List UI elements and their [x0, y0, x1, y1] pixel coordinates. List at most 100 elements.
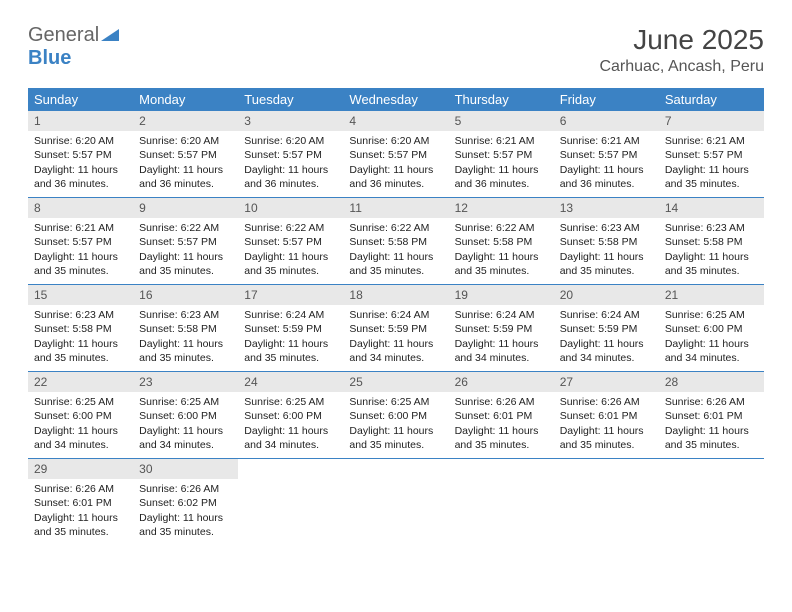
- sunset-line: Sunset: 5:58 PM: [560, 235, 653, 249]
- day-body: Sunrise: 6:21 AMSunset: 5:57 PMDaylight:…: [659, 131, 764, 197]
- sunrise-line: Sunrise: 6:25 AM: [34, 395, 127, 409]
- week-row: 15Sunrise: 6:23 AMSunset: 5:58 PMDayligh…: [28, 284, 764, 371]
- day-cell: 7Sunrise: 6:21 AMSunset: 5:57 PMDaylight…: [659, 111, 764, 197]
- sunrise-line: Sunrise: 6:22 AM: [139, 221, 232, 235]
- daylight-line: Daylight: 11 hours and 36 minutes.: [139, 163, 232, 191]
- sunrise-line: Sunrise: 6:22 AM: [349, 221, 442, 235]
- day-body: Sunrise: 6:25 AMSunset: 6:00 PMDaylight:…: [28, 392, 133, 458]
- sunset-line: Sunset: 6:00 PM: [244, 409, 337, 423]
- sunrise-line: Sunrise: 6:22 AM: [244, 221, 337, 235]
- day-cell: 1Sunrise: 6:20 AMSunset: 5:57 PMDaylight…: [28, 111, 133, 197]
- day-cell: 11Sunrise: 6:22 AMSunset: 5:58 PMDayligh…: [343, 198, 448, 284]
- day-cell: 5Sunrise: 6:21 AMSunset: 5:57 PMDaylight…: [449, 111, 554, 197]
- sunset-line: Sunset: 6:00 PM: [349, 409, 442, 423]
- day-cell: 18Sunrise: 6:24 AMSunset: 5:59 PMDayligh…: [343, 285, 448, 371]
- sunrise-line: Sunrise: 6:21 AM: [665, 134, 758, 148]
- day-body: Sunrise: 6:24 AMSunset: 5:59 PMDaylight:…: [238, 305, 343, 371]
- day-cell: 12Sunrise: 6:22 AMSunset: 5:58 PMDayligh…: [449, 198, 554, 284]
- sunset-line: Sunset: 5:58 PM: [455, 235, 548, 249]
- day-number: 14: [659, 198, 764, 218]
- calendar: SundayMondayTuesdayWednesdayThursdayFrid…: [28, 88, 764, 545]
- day-number: 24: [238, 372, 343, 392]
- sunrise-line: Sunrise: 6:23 AM: [665, 221, 758, 235]
- sunrise-line: Sunrise: 6:23 AM: [34, 308, 127, 322]
- header: General Blue June 2025 Carhuac, Ancash, …: [28, 24, 764, 76]
- sunset-line: Sunset: 5:57 PM: [455, 148, 548, 162]
- day-body: Sunrise: 6:21 AMSunset: 5:57 PMDaylight:…: [449, 131, 554, 197]
- sunset-line: Sunset: 5:58 PM: [139, 322, 232, 336]
- sunrise-line: Sunrise: 6:25 AM: [244, 395, 337, 409]
- day-number: 2: [133, 111, 238, 131]
- daylight-line: Daylight: 11 hours and 34 minutes.: [455, 337, 548, 365]
- daylight-line: Daylight: 11 hours and 35 minutes.: [34, 337, 127, 365]
- day-body: Sunrise: 6:24 AMSunset: 5:59 PMDaylight:…: [343, 305, 448, 371]
- day-number: 16: [133, 285, 238, 305]
- daylight-line: Daylight: 11 hours and 35 minutes.: [139, 250, 232, 278]
- sunset-line: Sunset: 5:57 PM: [244, 148, 337, 162]
- sunrise-line: Sunrise: 6:24 AM: [560, 308, 653, 322]
- day-body: Sunrise: 6:20 AMSunset: 5:57 PMDaylight:…: [343, 131, 448, 197]
- daylight-line: Daylight: 11 hours and 34 minutes.: [34, 424, 127, 452]
- day-body: Sunrise: 6:26 AMSunset: 6:01 PMDaylight:…: [28, 479, 133, 545]
- day-cell: 21Sunrise: 6:25 AMSunset: 6:00 PMDayligh…: [659, 285, 764, 371]
- day-number: 7: [659, 111, 764, 131]
- sunset-line: Sunset: 6:00 PM: [139, 409, 232, 423]
- day-body: Sunrise: 6:26 AMSunset: 6:01 PMDaylight:…: [449, 392, 554, 458]
- day-body: Sunrise: 6:23 AMSunset: 5:58 PMDaylight:…: [554, 218, 659, 284]
- sunrise-line: Sunrise: 6:26 AM: [455, 395, 548, 409]
- daylight-line: Daylight: 11 hours and 35 minutes.: [139, 337, 232, 365]
- month-title: June 2025: [599, 24, 764, 56]
- day-header: Saturday: [659, 88, 764, 111]
- day-cell: 25Sunrise: 6:25 AMSunset: 6:00 PMDayligh…: [343, 372, 448, 458]
- day-number: 10: [238, 198, 343, 218]
- logo: General Blue: [28, 24, 119, 70]
- daylight-line: Daylight: 11 hours and 36 minutes.: [349, 163, 442, 191]
- sunset-line: Sunset: 6:02 PM: [139, 496, 232, 510]
- sunset-line: Sunset: 5:57 PM: [244, 235, 337, 249]
- day-cell: 29Sunrise: 6:26 AMSunset: 6:01 PMDayligh…: [28, 459, 133, 545]
- daylight-line: Daylight: 11 hours and 35 minutes.: [455, 424, 548, 452]
- sunrise-line: Sunrise: 6:26 AM: [665, 395, 758, 409]
- day-number: 5: [449, 111, 554, 131]
- daylight-line: Daylight: 11 hours and 35 minutes.: [34, 250, 127, 278]
- sunset-line: Sunset: 5:57 PM: [139, 235, 232, 249]
- sunrise-line: Sunrise: 6:25 AM: [665, 308, 758, 322]
- day-number: 29: [28, 459, 133, 479]
- daylight-line: Daylight: 11 hours and 36 minutes.: [244, 163, 337, 191]
- daylight-line: Daylight: 11 hours and 35 minutes.: [244, 250, 337, 278]
- day-number: 27: [554, 372, 659, 392]
- daylight-line: Daylight: 11 hours and 34 minutes.: [349, 337, 442, 365]
- day-body: Sunrise: 6:20 AMSunset: 5:57 PMDaylight:…: [28, 131, 133, 197]
- sunset-line: Sunset: 5:58 PM: [349, 235, 442, 249]
- day-number: 9: [133, 198, 238, 218]
- logo-text-general: General: [28, 24, 99, 46]
- day-body: Sunrise: 6:24 AMSunset: 5:59 PMDaylight:…: [554, 305, 659, 371]
- day-header: Friday: [554, 88, 659, 111]
- day-body: Sunrise: 6:23 AMSunset: 5:58 PMDaylight:…: [659, 218, 764, 284]
- sunrise-line: Sunrise: 6:21 AM: [560, 134, 653, 148]
- daylight-line: Daylight: 11 hours and 35 minutes.: [455, 250, 548, 278]
- day-cell: 24Sunrise: 6:25 AMSunset: 6:00 PMDayligh…: [238, 372, 343, 458]
- week-row: 29Sunrise: 6:26 AMSunset: 6:01 PMDayligh…: [28, 458, 764, 545]
- day-header: Sunday: [28, 88, 133, 111]
- week-row: 1Sunrise: 6:20 AMSunset: 5:57 PMDaylight…: [28, 111, 764, 197]
- sunset-line: Sunset: 5:57 PM: [560, 148, 653, 162]
- daylight-line: Daylight: 11 hours and 35 minutes.: [665, 424, 758, 452]
- sunset-line: Sunset: 5:57 PM: [139, 148, 232, 162]
- day-cell: 22Sunrise: 6:25 AMSunset: 6:00 PMDayligh…: [28, 372, 133, 458]
- day-body: Sunrise: 6:25 AMSunset: 6:00 PMDaylight:…: [659, 305, 764, 371]
- day-body: Sunrise: 6:25 AMSunset: 6:00 PMDaylight:…: [133, 392, 238, 458]
- daylight-line: Daylight: 11 hours and 35 minutes.: [665, 250, 758, 278]
- day-number: 20: [554, 285, 659, 305]
- day-body: Sunrise: 6:25 AMSunset: 6:00 PMDaylight:…: [238, 392, 343, 458]
- day-cell: 15Sunrise: 6:23 AMSunset: 5:58 PMDayligh…: [28, 285, 133, 371]
- day-cell: 27Sunrise: 6:26 AMSunset: 6:01 PMDayligh…: [554, 372, 659, 458]
- day-number: 21: [659, 285, 764, 305]
- day-body: Sunrise: 6:23 AMSunset: 5:58 PMDaylight:…: [133, 305, 238, 371]
- day-cell: [238, 459, 343, 545]
- day-header: Thursday: [449, 88, 554, 111]
- day-cell: [659, 459, 764, 545]
- day-number: 25: [343, 372, 448, 392]
- day-cell: 23Sunrise: 6:25 AMSunset: 6:00 PMDayligh…: [133, 372, 238, 458]
- day-cell: 8Sunrise: 6:21 AMSunset: 5:57 PMDaylight…: [28, 198, 133, 284]
